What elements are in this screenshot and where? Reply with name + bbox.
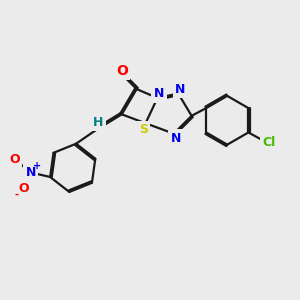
Text: Cl: Cl (262, 136, 276, 149)
Text: N: N (154, 87, 164, 100)
Text: H: H (93, 116, 103, 129)
Text: N: N (26, 166, 36, 179)
Text: +: + (33, 161, 41, 171)
Text: O: O (9, 153, 20, 166)
Text: N: N (171, 132, 181, 145)
Text: O: O (116, 64, 128, 78)
Text: S: S (139, 123, 148, 136)
Text: -: - (15, 190, 19, 200)
Text: O: O (18, 182, 29, 195)
Text: N: N (175, 82, 185, 96)
